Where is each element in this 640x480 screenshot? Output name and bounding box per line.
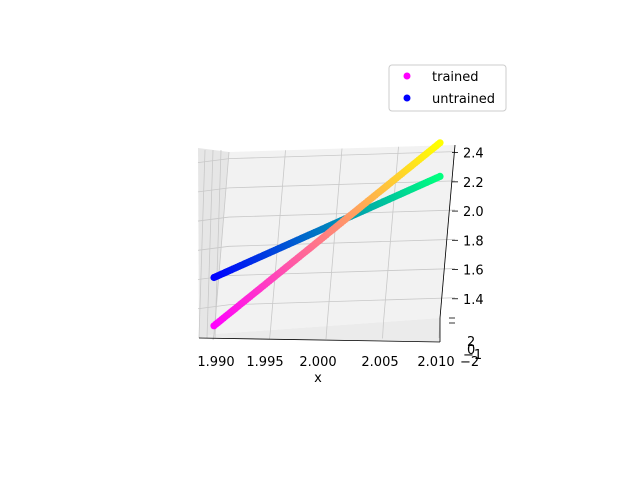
- data-point: [436, 139, 444, 147]
- x-axis-label: x: [314, 371, 322, 386]
- z-tick-label: 2.0: [463, 205, 484, 220]
- z-tick-label: 1.6: [463, 264, 484, 279]
- legend-marker-trained: [403, 72, 411, 80]
- x-tick-label: 2.010: [417, 355, 454, 370]
- y-tick-labels: 20−1−2: [460, 335, 482, 370]
- legend-marker-untrained: [403, 94, 411, 102]
- z-tick-labels: 1.4 1.6 1.8 2.0 2.2 2.4: [463, 147, 484, 308]
- back-pane: [215, 145, 455, 334]
- legend: trained untrained: [388, 64, 507, 112]
- y-tick-label: 2: [467, 335, 475, 350]
- z-tick-label: 1.4: [463, 293, 484, 308]
- axes-lines: [198, 144, 458, 343]
- floor-pane: [199, 318, 440, 342]
- x-tick-label: 1.990: [197, 355, 234, 370]
- x-tick-label: 2.000: [299, 355, 336, 370]
- x-tick-label: 2.005: [361, 355, 398, 370]
- x-tick-labels: 1.990 1.995 2.000 2.005 2.010: [197, 355, 454, 370]
- legend-label-untrained: untrained: [432, 92, 495, 107]
- y-tick-label: −1: [463, 348, 482, 363]
- y-tick-label: −2: [460, 355, 479, 370]
- y-tick-label: 0: [467, 343, 475, 358]
- x-tick-label: 1.995: [246, 355, 283, 370]
- z-tick-label: 2.2: [463, 176, 484, 191]
- side-pane: [198, 148, 229, 338]
- legend-label-trained: trained: [432, 70, 479, 85]
- data-point: [436, 172, 444, 180]
- z-tick-label: 2.4: [463, 147, 484, 162]
- z-tick-label: 1.8: [463, 234, 484, 249]
- series-trained: [210, 139, 444, 330]
